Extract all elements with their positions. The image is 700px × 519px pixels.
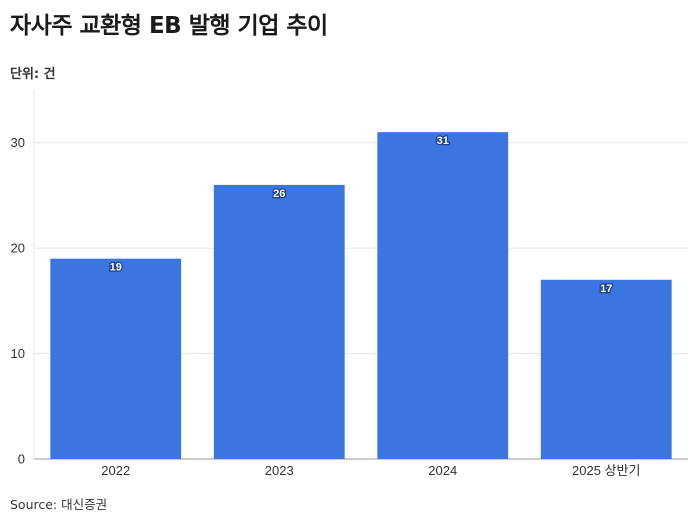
data-label: 31 (437, 135, 449, 147)
bar (50, 258, 182, 459)
x-tick-label: 2024 (428, 463, 457, 478)
x-tick-label: 2023 (265, 463, 294, 478)
y-tick-label: 10 (11, 346, 25, 361)
x-tick-label: 2022 (101, 463, 130, 478)
x-axis-ticks: 2022 2023 2024 2025 상반기 (101, 463, 640, 478)
x-tick-label: 2025 상반기 (572, 463, 640, 478)
y-tick-label: 20 (11, 241, 25, 256)
bar (540, 279, 672, 459)
bar (377, 132, 509, 459)
unit-label: 단위: 건 (10, 67, 56, 82)
source-note: Source: 대신증권 (10, 497, 108, 512)
data-labels: 19 26 31 17 (108, 134, 613, 296)
bar (213, 184, 345, 459)
bars (50, 132, 672, 459)
y-tick-label: 0 (18, 452, 25, 467)
data-label: 17 (600, 283, 612, 295)
data-label: 26 (273, 188, 285, 200)
y-tick-label: 30 (11, 135, 25, 150)
data-label: 19 (110, 262, 122, 274)
y-axis-ticks: 0 10 20 30 (11, 135, 25, 466)
chart-title: 자사주 교환형 EB 발행 기업 추이 (10, 13, 328, 39)
